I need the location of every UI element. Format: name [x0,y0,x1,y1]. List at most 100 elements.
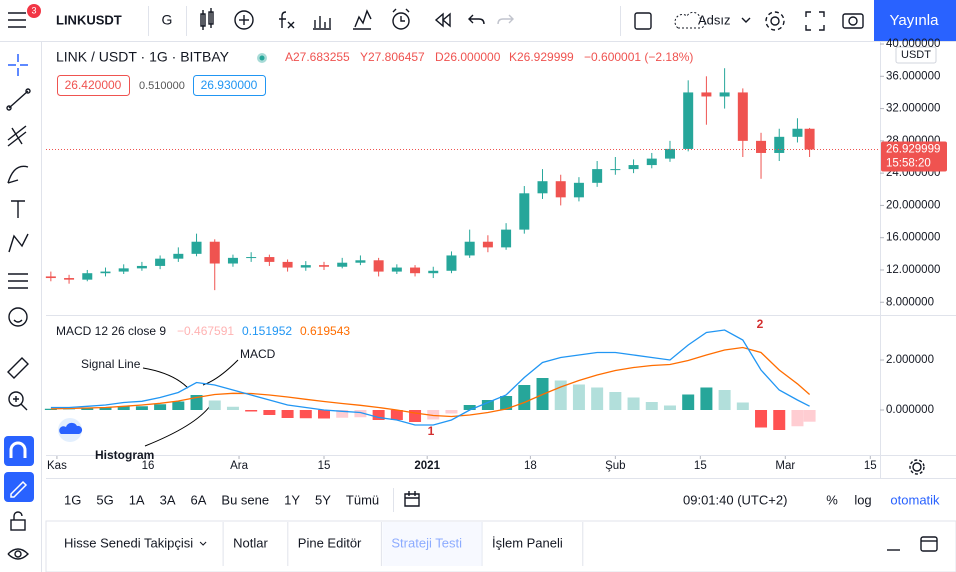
log-toggle[interactable]: log [854,492,871,507]
histogram-bar [135,406,148,410]
histogram-bar [663,405,676,410]
annotation-macd: MACD [240,347,276,361]
ohlc-low: D26.000000 [435,50,501,64]
timeframe-button[interactable]: Bu sene [221,492,269,507]
candle-body [664,148,675,159]
candle-body [592,169,603,183]
fullscreen-button[interactable] [805,11,825,31]
histogram-bar [190,395,203,410]
histogram-bar [372,410,385,420]
candle-body [191,241,202,254]
redo-button[interactable] [497,14,514,25]
candle-body [373,260,384,272]
annotation-histogram: Histogram [95,448,154,462]
timeframe-button[interactable]: Tümü [346,492,379,507]
histogram-bar [645,402,658,410]
candle-body [756,140,767,153]
buy-box[interactable] [193,75,266,96]
panel-tab[interactable]: Pine Editör [298,535,362,550]
candle-body [482,241,493,248]
timeframe-button[interactable]: 1A [129,492,145,507]
candle-body [246,257,257,259]
histogram-bar [682,394,695,410]
candle-body [300,265,311,268]
publish-label[interactable]: Yayınla [890,12,940,29]
symbol[interactable]: LINKUSDT [56,12,122,27]
candle-body [64,278,75,280]
macd-legend-histogram: −0.467591 [177,324,234,338]
candle-body [537,181,548,194]
candle-body [264,257,275,262]
layout-dropdown[interactable] [741,17,751,23]
annotation-signal-line: Signal Line [81,357,141,371]
timeframe-button[interactable]: 1Y [284,492,300,507]
auto-toggle[interactable]: otomatik [890,492,940,507]
layout-name[interactable]: Adsız [698,12,731,27]
histogram-bar [773,410,786,430]
drawing-tools[interactable] [4,54,34,560]
panel-tab[interactable]: Hisse Senedi Takipçisi [64,535,193,550]
replay-button[interactable] [353,9,372,30]
panel-tab[interactable]: İşlem Paneli [492,535,563,550]
candle-body [136,265,147,269]
ohlc-high: Y27.806457 [360,50,425,64]
currency-box[interactable] [895,46,937,64]
histogram-bar [154,404,167,410]
bid-price[interactable]: 26.420000 [65,78,122,92]
y-tick-label: 0.000000 [886,404,934,416]
fullscreen-select[interactable] [634,12,652,30]
timeframe-button[interactable]: 3A [160,492,176,507]
currency[interactable]: USDT [901,49,931,61]
histogram-bar [245,410,258,412]
histogram-bar [500,396,513,410]
histogram-bar [299,410,312,419]
tab-highlight [382,522,482,566]
y-tick-label: 12.000000 [886,264,940,276]
chart-type-button[interactable] [200,8,214,30]
sell-box[interactable] [57,75,130,96]
histogram-bar [336,410,349,418]
indicators-button[interactable] [234,10,254,30]
timeframe-button[interactable]: 5Y [315,492,331,507]
timeframe-button[interactable]: 6A [191,492,207,507]
function-button[interactable] [279,11,295,29]
candle-body [355,260,366,263]
histogram-bar [318,410,330,419]
candle-body [82,273,93,280]
time-axis-settings[interactable] [909,459,925,475]
clock[interactable]: 09:01:40 (UTC+2) [683,492,787,507]
date-range-button[interactable] [404,491,420,507]
timeframe-button[interactable]: 5G [96,492,113,507]
histogram-bar [463,405,476,410]
alert-button[interactable] [392,8,410,30]
percent-toggle[interactable]: % [826,492,838,507]
ohlc-close: K26.929999 [509,50,574,64]
undo-button[interactable] [468,14,485,25]
compare-button[interactable] [313,16,331,30]
bar-replay-button[interactable] [434,12,451,28]
candle-body [173,253,184,259]
x-tick-label: 16 [142,460,155,472]
y-tick-label: 36.000000 [886,70,940,82]
menu-button[interactable] [8,4,41,28]
ask-price[interactable]: 26.930000 [201,78,258,92]
panel-tab[interactable]: Notlar [233,535,268,550]
timeframe-button[interactable]: 1G [64,492,81,507]
publish-button[interactable] [874,0,956,41]
interval[interactable]: G [162,12,173,28]
panel-controls[interactable] [887,536,938,552]
macd-legend-macd: 0.151952 [242,324,292,338]
histogram-bar [445,410,458,414]
candle-body [646,158,657,166]
histogram-bar [718,390,731,410]
snapshot-button[interactable] [842,13,864,29]
x-tick-label: Ara [230,460,249,472]
candle-body [774,136,785,153]
notification-badge: 3 [31,5,36,15]
histogram-bar [591,387,604,410]
annotation-pointer [142,367,189,389]
settings-button[interactable] [765,11,785,31]
candle-body [464,241,475,256]
last-price-label: 26.929999 [886,144,940,156]
tab-dropdown[interactable] [199,541,207,546]
